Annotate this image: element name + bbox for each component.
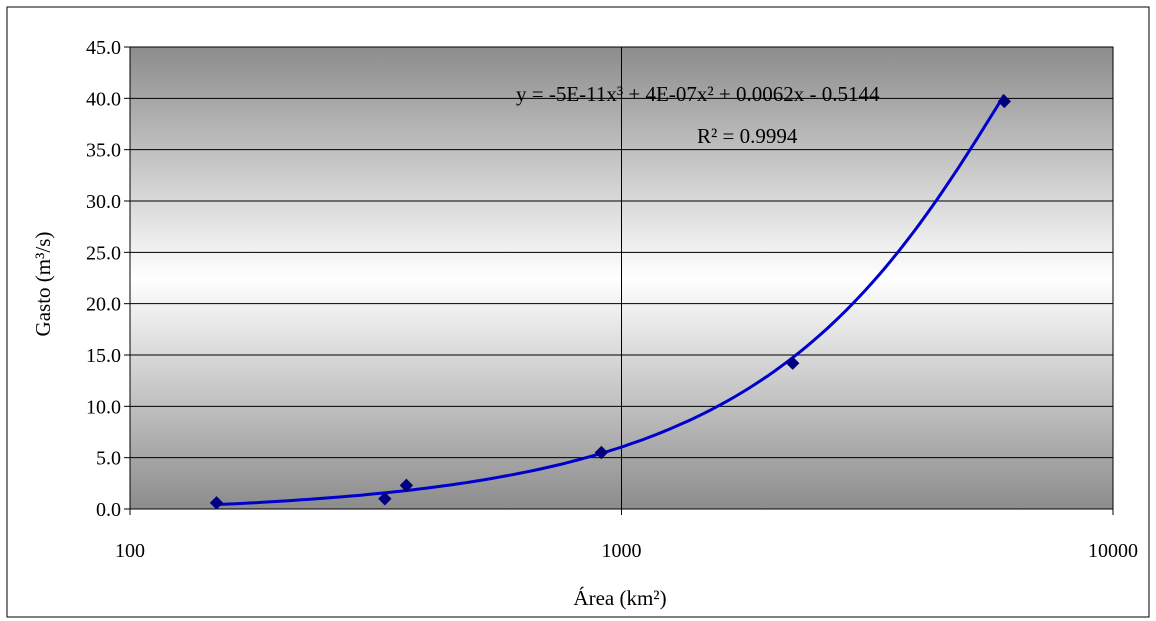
trendline [216, 94, 1006, 507]
x-tick-label: 1000 [602, 540, 642, 562]
data-point-marker [378, 492, 392, 506]
y-tick-label: 10.0 [86, 396, 121, 418]
r-squared-label: R² = 0.9994 [697, 124, 798, 148]
x-tick-label: 100 [115, 540, 145, 562]
data-point-marker [399, 478, 414, 493]
y-tick-label: 0.0 [96, 499, 121, 521]
gridlines [129, 46, 1114, 510]
y-axis: 0.0 5.0 10.0 15.0 20.0 25.0 30.0 35.0 40.0 45.0 [86, 37, 130, 521]
x-axis: 100 1000 10000 [115, 509, 1138, 562]
data-point-marker [785, 356, 800, 370]
y-tick-label: 5.0 [96, 448, 121, 470]
y-tick-label: 35.0 [86, 140, 121, 162]
y-tick-label: 45.0 [86, 37, 121, 59]
y-tick-label: 40.0 [86, 88, 121, 110]
data-points [209, 94, 1012, 510]
data-point-marker [209, 496, 224, 510]
data-point-marker [594, 445, 609, 460]
y-axis-title: Gasto (m³/s) [31, 232, 55, 337]
trendline-equation: y = -5E-11x³ + 4E-07x² + 0.0062x - 0.514… [516, 82, 880, 106]
x-tick-label: 10000 [1088, 540, 1138, 562]
x-axis-title: Área (km²) [573, 586, 666, 610]
y-tick-label: 25.0 [86, 242, 121, 264]
y-tick-label: 15.0 [86, 345, 121, 367]
data-point-marker [997, 94, 1012, 109]
y-tick-label: 20.0 [86, 294, 121, 316]
y-tick-label: 30.0 [86, 191, 121, 213]
